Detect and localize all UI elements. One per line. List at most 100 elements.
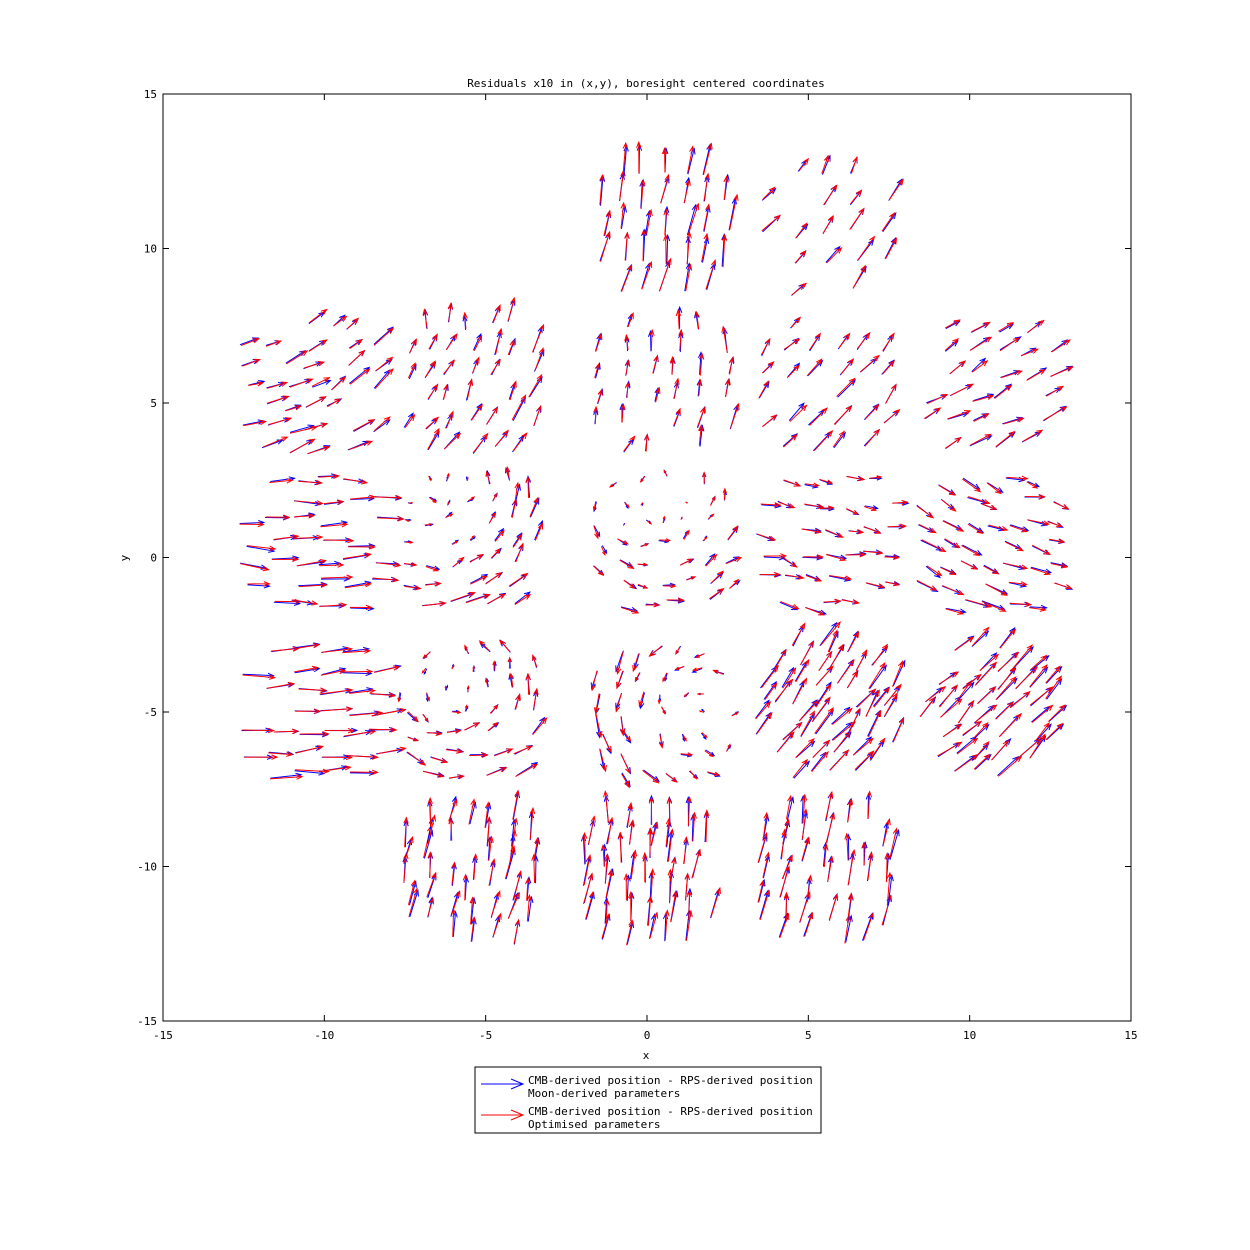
arrow-optimised xyxy=(683,692,689,698)
arrow-moon-derived xyxy=(869,664,888,689)
arrow-optimised xyxy=(604,852,610,884)
arrow-optimised xyxy=(428,475,432,482)
arrow-optimised xyxy=(404,585,422,591)
arrow-optimised xyxy=(319,562,345,568)
arrow-optimised xyxy=(422,308,428,330)
arrow-optimised xyxy=(1031,544,1052,556)
arrow-moon-derived xyxy=(373,326,394,345)
arrow-optimised xyxy=(761,414,778,428)
arrow-optimised xyxy=(296,558,327,567)
arrow-moon-derived xyxy=(494,527,505,541)
arrow-optimised xyxy=(525,672,531,695)
arrow-optimised xyxy=(601,733,612,754)
arrow-optimised xyxy=(624,501,630,508)
arrow-optimised xyxy=(852,737,874,756)
arrow-optimised xyxy=(777,731,795,753)
arrow-optimised xyxy=(1045,722,1064,741)
arrow-optimised xyxy=(242,674,277,680)
arrow-optimised xyxy=(812,739,831,758)
arrow-optimised xyxy=(472,665,475,672)
arrow-optimised xyxy=(529,806,536,840)
arrow-optimised xyxy=(841,599,861,605)
arrow-optimised xyxy=(884,683,902,706)
arrow-optimised xyxy=(675,646,681,655)
arrow-optimised xyxy=(507,891,520,919)
arrow-optimised xyxy=(445,410,454,429)
arrow-optimised xyxy=(782,818,790,844)
arrow-optimised xyxy=(488,858,496,886)
arrow-optimised xyxy=(960,560,979,570)
arrow-optimised xyxy=(820,621,842,646)
arrow-optimised xyxy=(661,146,668,173)
arrow-optimised xyxy=(761,214,782,232)
arrow-optimised xyxy=(425,566,440,572)
arrow-optimised xyxy=(645,602,660,608)
arrow-optimised xyxy=(889,827,899,859)
arrow-optimised xyxy=(702,471,707,484)
arrow-optimised xyxy=(464,722,481,731)
arrow-moon-derived xyxy=(970,322,990,333)
arrow-optimised xyxy=(944,437,962,449)
arrow-optimised xyxy=(658,257,672,292)
arrow-optimised xyxy=(837,659,855,683)
arrow-optimised xyxy=(962,720,983,736)
arrow-optimised xyxy=(604,898,610,924)
arrow-optimised xyxy=(533,836,540,861)
arrow-optimised xyxy=(632,653,640,673)
arrow-optimised xyxy=(756,711,773,735)
arrow-optimised xyxy=(798,157,810,172)
arrow-optimised xyxy=(534,347,544,371)
arrow-optimised xyxy=(447,302,453,322)
arrow-optimised xyxy=(778,501,796,509)
arrow-optimised xyxy=(863,526,882,534)
arrow-optimised xyxy=(462,873,469,901)
arrow-optimised xyxy=(846,475,866,482)
arrow-optimised xyxy=(855,648,868,672)
arrow-optimised xyxy=(758,380,769,399)
arrow-optimised xyxy=(995,676,1017,701)
arrow-optimised xyxy=(443,432,462,450)
arrow-optimised xyxy=(373,327,395,346)
arrow-optimised xyxy=(592,501,597,512)
x-axis-ticks: -15 -10 -5 0 5 10 15 xyxy=(153,94,1138,1042)
arrow-optimised xyxy=(815,683,832,708)
arrow-optimised xyxy=(374,665,401,673)
arrow-optimised xyxy=(804,911,814,937)
arrow-moon-derived xyxy=(997,755,1020,777)
arrow-optimised xyxy=(979,653,1000,672)
arrow-optimised xyxy=(949,360,967,374)
arrow-optimised xyxy=(685,263,693,292)
arrow-optimised xyxy=(977,686,997,705)
arrow-optimised xyxy=(698,423,704,446)
arrow-optimised xyxy=(289,438,316,454)
arrow-optimised xyxy=(585,890,595,920)
arrow-optimised xyxy=(471,403,483,421)
arrow-optimised xyxy=(783,433,798,448)
arrow-optimised xyxy=(636,140,642,174)
arrow-optimised xyxy=(868,661,886,690)
arrow-moon-derived xyxy=(973,393,995,402)
arrow-optimised xyxy=(869,737,886,760)
arrow-optimised xyxy=(489,704,499,714)
arrow-optimised xyxy=(408,887,419,917)
arrow-optimised xyxy=(405,540,414,544)
arrow-optimised xyxy=(637,583,648,589)
arrow-optimised xyxy=(300,731,330,737)
arrow-optimised xyxy=(623,873,629,901)
arrow-optimised xyxy=(825,554,847,562)
arrow-optimised xyxy=(985,583,1008,596)
arrow-optimised xyxy=(449,774,466,780)
arrow-optimised xyxy=(663,469,668,477)
arrow-optimised xyxy=(294,665,320,673)
arrow-optimised xyxy=(710,570,724,584)
arrow-optimised xyxy=(692,667,703,672)
arrow-optimised xyxy=(705,258,717,290)
arrow-moon-derived xyxy=(987,482,1004,493)
arrow-optimised xyxy=(667,828,675,862)
arrow-optimised xyxy=(785,574,805,580)
arrow-moon-derived xyxy=(298,581,328,588)
arrow-optimised xyxy=(600,546,606,557)
arrow-optimised xyxy=(795,658,810,683)
arrow-optimised xyxy=(1030,654,1048,671)
